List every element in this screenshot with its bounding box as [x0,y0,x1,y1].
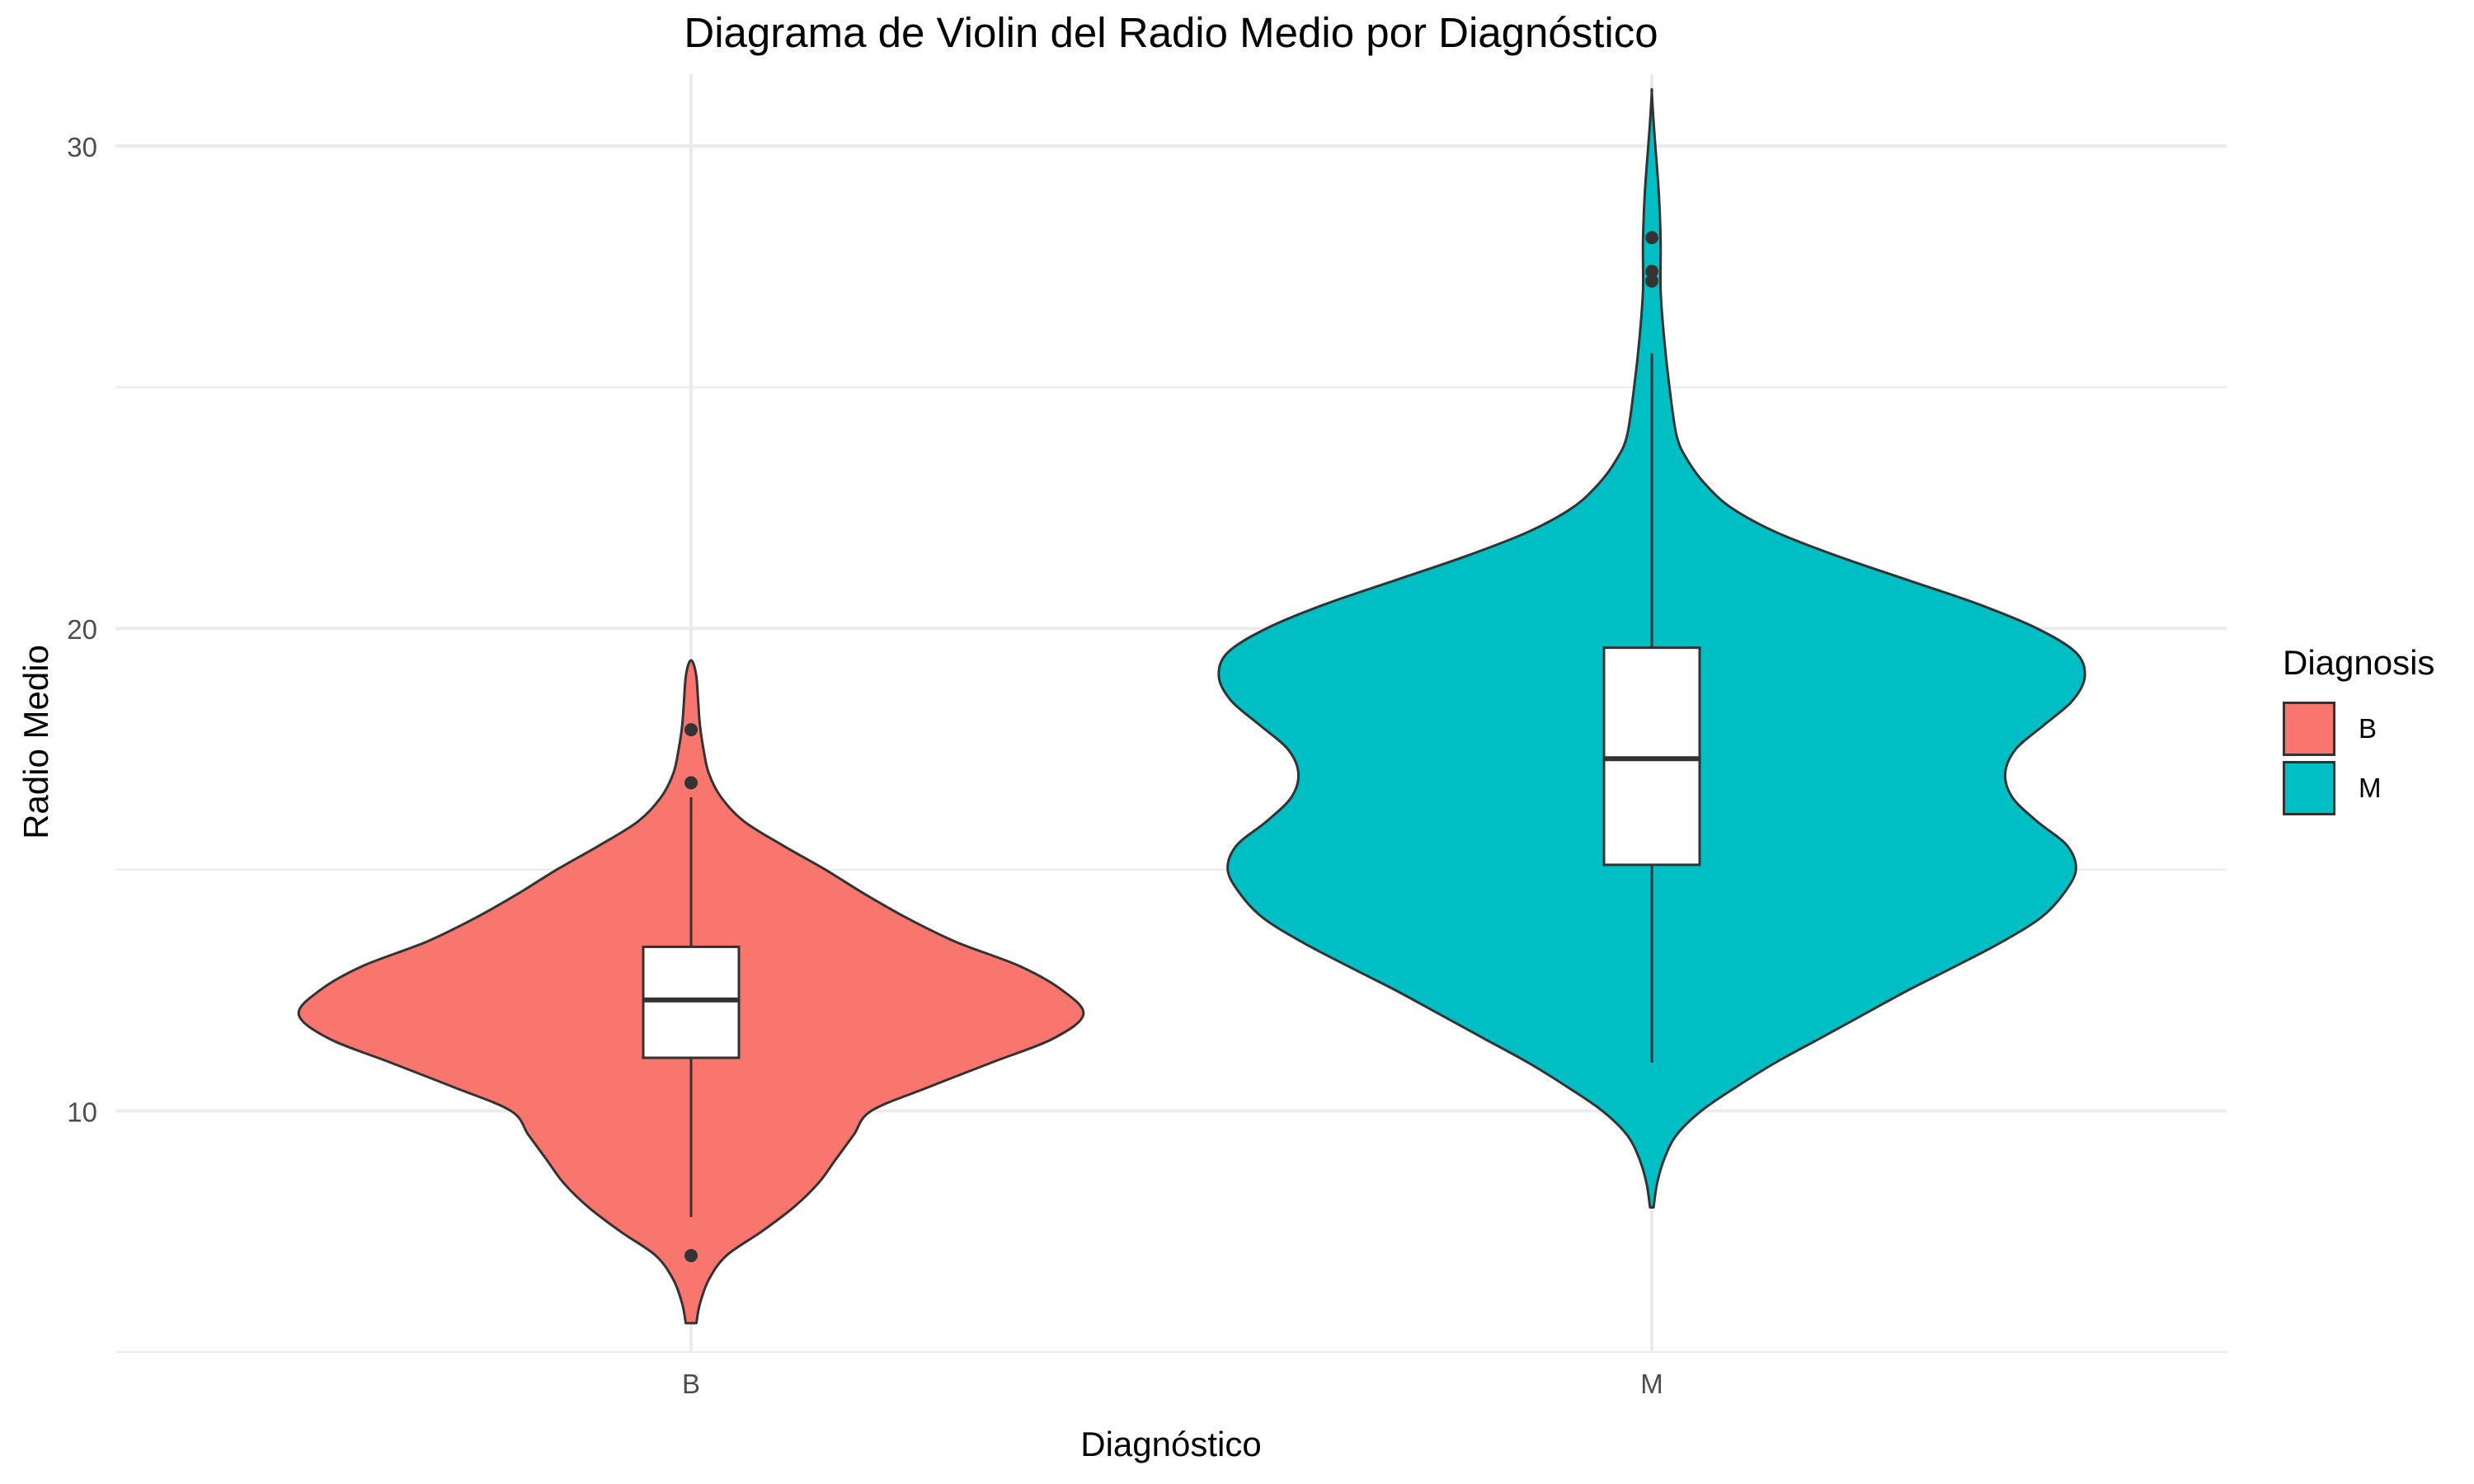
boxplot-layer [642,353,1701,1218]
grid-lines [115,74,2227,1353]
legend-item-m: M [2283,758,2434,818]
outlier-point-b [684,776,698,790]
x-tick-label-m: M [1640,1369,1663,1399]
y-tick-label: 20 [67,614,97,645]
outlier-point-b [684,723,698,737]
chart-title: Diagrama de Violin del Radio Medio por D… [684,9,1658,56]
outlier-layer [684,231,1658,1262]
x-axis-label: Diagnóstico [1080,1425,1262,1463]
outlier-point-m [1645,231,1658,245]
outlier-point-m [1645,265,1658,279]
legend-key-m [2283,761,2335,815]
legend-key-b [2283,702,2335,756]
y-tick-label: 10 [67,1097,97,1127]
x-tick-label-b: B [682,1369,700,1399]
violin-layer [297,87,2086,1325]
y-axis-label: Radio Medio [16,645,55,839]
legend-item-b: B [2283,699,2434,758]
legend-label-m: M [2359,773,2382,803]
y-tick-label: 30 [67,132,97,162]
outlier-point-b [684,1248,698,1262]
legend-label-b: B [2359,713,2378,744]
y-tick-labels: 10 20 30 [67,132,97,1127]
legend: Diagnosis B M [2283,643,2434,818]
outlier-point-m [1645,274,1658,288]
legend-title: Diagnosis [2283,643,2435,682]
